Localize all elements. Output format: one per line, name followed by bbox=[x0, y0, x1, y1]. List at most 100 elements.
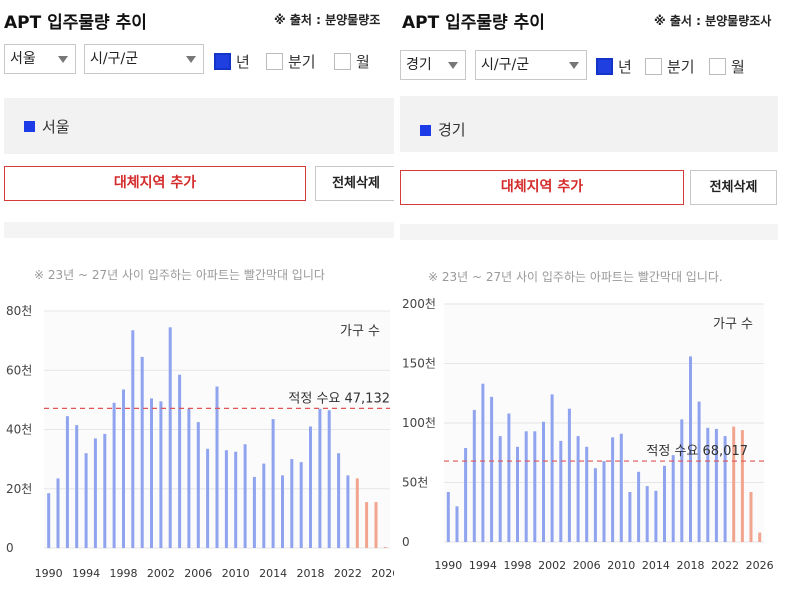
source-note: ※ 출서 : 분양물량조사 bbox=[654, 14, 772, 28]
year-label: 년 bbox=[618, 58, 632, 76]
region-select[interactable]: 경기 bbox=[400, 50, 466, 80]
x-tick-label: 2014 bbox=[259, 567, 287, 580]
bar bbox=[619, 433, 623, 542]
x-tick-label: 2026 bbox=[746, 559, 774, 572]
bar bbox=[103, 433, 107, 548]
x-tick-label: 2002 bbox=[538, 559, 566, 572]
checkbox-icon bbox=[709, 58, 726, 75]
district-select-value: 시/구/군 bbox=[481, 57, 530, 73]
bar bbox=[309, 426, 312, 548]
bar bbox=[637, 471, 641, 542]
bar bbox=[689, 356, 692, 542]
delete-all-button[interactable]: 전체삭제 bbox=[315, 166, 394, 201]
bar bbox=[75, 425, 79, 548]
y-tick-label: 80천 bbox=[6, 303, 32, 318]
divider-strip bbox=[400, 224, 778, 240]
bar bbox=[224, 450, 228, 548]
bar bbox=[490, 396, 494, 542]
delete-all-button[interactable]: 전체삭제 bbox=[690, 170, 777, 205]
bar bbox=[327, 410, 331, 548]
bar bbox=[481, 383, 485, 542]
bar bbox=[576, 436, 580, 542]
district-select[interactable]: 시/구/군 bbox=[84, 44, 204, 74]
checkbox-icon bbox=[645, 58, 662, 75]
y-tick-label: 150천 bbox=[402, 356, 436, 371]
legend-area: 서울 bbox=[4, 98, 394, 154]
divider-strip bbox=[4, 222, 394, 238]
region-select-value: 경기 bbox=[406, 57, 432, 73]
bar bbox=[234, 451, 238, 548]
future-bar bbox=[732, 426, 736, 542]
add-region-button[interactable]: 대체지역 추가 bbox=[400, 170, 684, 205]
right-chart: 200천 150천 100천 50천 0 적정 수요 68,017 가구 수 1990 1994… bbox=[402, 296, 774, 572]
x-tick-label: 1990 bbox=[35, 567, 63, 580]
bar bbox=[215, 386, 219, 548]
x-tick-label: 1990 bbox=[434, 559, 462, 572]
unit-label: 가구 수 bbox=[713, 317, 753, 332]
y-tick-label: 40천 bbox=[6, 422, 32, 437]
bar bbox=[706, 427, 710, 542]
year-checkbox[interactable]: 년 bbox=[214, 51, 250, 72]
month-checkbox[interactable]: 월 bbox=[709, 56, 745, 77]
region-select[interactable]: 서울 bbox=[4, 44, 76, 74]
x-tick-label: 2014 bbox=[642, 559, 670, 572]
checkbox-icon bbox=[266, 53, 283, 70]
y-tick-label: 50천 bbox=[402, 475, 428, 490]
district-select[interactable]: 시/구/군 bbox=[475, 50, 587, 80]
x-tick-label: 2010 bbox=[222, 567, 250, 580]
bar bbox=[645, 486, 649, 542]
bar bbox=[56, 478, 60, 548]
add-region-button[interactable]: 대체지역 추가 bbox=[4, 166, 306, 201]
future-bar bbox=[758, 532, 762, 542]
y-tick-label: 60천 bbox=[6, 362, 32, 377]
bar bbox=[150, 398, 153, 548]
month-label: 월 bbox=[356, 53, 370, 71]
year-checkbox[interactable]: 년 bbox=[596, 56, 632, 77]
bar bbox=[542, 421, 545, 542]
bar bbox=[196, 422, 200, 548]
bar bbox=[524, 431, 528, 542]
x-tick-label: 2026 bbox=[371, 567, 394, 580]
quarter-label: 분기 bbox=[667, 58, 695, 76]
bar bbox=[507, 413, 511, 542]
x-tick-label: 2022 bbox=[334, 567, 362, 580]
bar bbox=[559, 440, 563, 542]
bar bbox=[206, 448, 210, 548]
legend-swatch-icon bbox=[420, 125, 431, 136]
checkbox-checked-icon bbox=[214, 53, 231, 70]
bar bbox=[318, 408, 322, 548]
legend-label[interactable]: 경기 bbox=[438, 121, 466, 139]
x-tick-label: 2018 bbox=[297, 567, 325, 580]
quarter-checkbox[interactable]: 분기 bbox=[645, 56, 695, 77]
y-tick-label: 0 bbox=[402, 535, 410, 549]
quarter-checkbox[interactable]: 분기 bbox=[266, 51, 316, 72]
bar bbox=[281, 475, 284, 548]
chevron-down-icon bbox=[569, 62, 579, 69]
month-checkbox[interactable]: 월 bbox=[334, 51, 370, 72]
bar bbox=[159, 401, 163, 548]
district-select-value: 시/구/군 bbox=[90, 51, 139, 67]
bar bbox=[697, 401, 701, 542]
future-bar bbox=[749, 492, 753, 542]
bar bbox=[498, 436, 502, 542]
bar bbox=[84, 453, 88, 548]
bar bbox=[252, 476, 256, 548]
bar bbox=[299, 462, 303, 548]
x-tick-label: 2010 bbox=[607, 559, 635, 572]
x-tick-label: 1998 bbox=[109, 567, 137, 580]
bar bbox=[455, 506, 459, 542]
page-title: APT 입주물량 추이 bbox=[402, 13, 545, 33]
future-bar bbox=[374, 502, 378, 548]
unit-label: 가구 수 bbox=[340, 324, 380, 339]
bar bbox=[290, 459, 294, 548]
bar bbox=[47, 493, 51, 548]
bar bbox=[140, 356, 144, 548]
legend-label[interactable]: 서울 bbox=[42, 118, 70, 136]
x-tick-label: 2006 bbox=[184, 567, 212, 580]
bar bbox=[271, 419, 275, 548]
bar bbox=[243, 444, 247, 548]
chevron-down-icon bbox=[448, 62, 458, 69]
bar bbox=[611, 437, 615, 542]
page-title: APT 입주물량 추이 bbox=[4, 13, 147, 33]
y-tick-label: 100천 bbox=[402, 415, 436, 430]
